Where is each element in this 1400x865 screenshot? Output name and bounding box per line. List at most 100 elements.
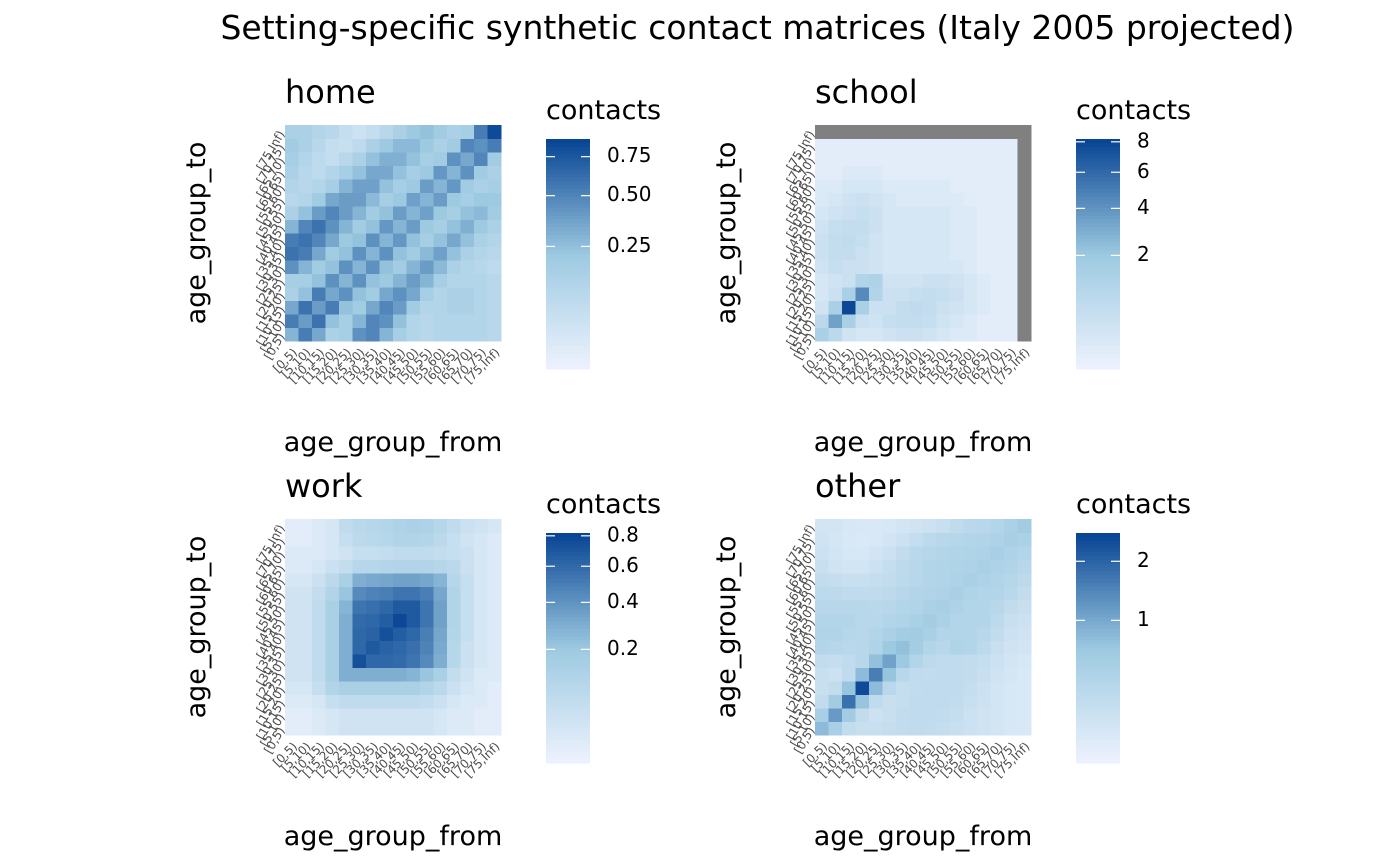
legend-swatch: [1076, 277, 1120, 282]
heatmap-cell: [882, 532, 897, 547]
heatmap-cell: [433, 300, 448, 315]
heatmap-cell: [420, 681, 434, 695]
heatmap-cell: [936, 192, 951, 207]
heatmap-cell: [339, 627, 353, 641]
heatmap-cell: [460, 260, 475, 274]
heatmap-cell: [923, 192, 937, 207]
legend-swatch: [1076, 254, 1120, 259]
heatmap-cell: [393, 138, 407, 153]
heatmap-cell: [882, 721, 897, 736]
heatmap-cell: [1017, 138, 1032, 153]
heatmap-cell: [339, 125, 353, 139]
heatmap-cell: [882, 694, 897, 709]
heatmap-cell: [842, 179, 856, 193]
heatmap-cell: [896, 613, 910, 628]
heatmap-cell: [828, 125, 843, 139]
heatmap-cell: [882, 573, 897, 587]
legend-swatch: [1076, 544, 1120, 549]
legend-swatch: [1076, 717, 1120, 722]
heatmap-cell: [393, 721, 407, 736]
heatmap-cell: [936, 152, 951, 166]
heatmap-cell: [298, 627, 313, 641]
heatmap-cell: [312, 532, 326, 547]
heatmap-cell: [366, 640, 380, 655]
heatmap-cell: [406, 233, 421, 247]
heatmap-cell: [815, 573, 829, 587]
heatmap-cell: [325, 586, 340, 601]
legend-swatch: [546, 284, 590, 290]
heatmap-cell: [815, 219, 829, 234]
heatmap-cell: [977, 559, 991, 574]
legend-swatch: [546, 736, 590, 741]
heatmap-cell: [312, 138, 326, 153]
heatmap-cell: [869, 640, 883, 655]
heatmap-cell: [406, 287, 421, 301]
heatmap-cell: [285, 314, 299, 328]
heatmap-cell: [339, 640, 353, 655]
heatmap-cell: [936, 573, 951, 587]
heatmap-cell: [406, 165, 421, 180]
heatmap-cell: [325, 694, 340, 709]
legend-swatch: [546, 667, 590, 672]
heatmap-cell: [487, 314, 502, 328]
heatmap-cell: [312, 327, 326, 342]
heatmap-cell: [352, 667, 367, 682]
heatmap-cell: [312, 546, 326, 560]
heatmap-cell: [393, 314, 407, 328]
heatmap-cell: [963, 681, 978, 695]
heatmap-cell: [393, 219, 407, 234]
heatmap-cell: [352, 179, 367, 193]
heatmap-cell: [896, 179, 910, 193]
heatmap-cell: [828, 287, 843, 301]
heatmap-cell: [366, 206, 380, 220]
heatmap-cell: [474, 708, 488, 722]
heatmap-cell: [352, 152, 367, 166]
heatmap-cell: [842, 640, 856, 655]
heatmap-cell: [1004, 233, 1018, 247]
heatmap-cell: [950, 559, 964, 574]
heatmap-cell: [936, 233, 951, 247]
legend-swatch: [546, 300, 590, 305]
heatmap-cell: [447, 532, 461, 547]
heatmap-cell: [474, 667, 488, 682]
heatmap-cell: [990, 300, 1005, 315]
heatmap-cell: [325, 600, 340, 614]
heatmap-cell: [977, 613, 991, 628]
heatmap-cell: [406, 586, 421, 601]
heatmap-cell: [1004, 314, 1018, 328]
heatmap-cell: [298, 165, 313, 180]
x-axis-label: age_group_from: [284, 821, 503, 852]
heatmap-cell: [963, 519, 978, 533]
heatmap-cell: [909, 573, 924, 587]
heatmap-cell: [433, 165, 448, 180]
heatmap-cell: [1004, 573, 1018, 587]
heatmap-cell: [420, 300, 434, 315]
heatmap-cell: [815, 559, 829, 574]
heatmap-cell: [963, 573, 978, 587]
heatmap-cell: [460, 586, 475, 601]
legend-swatch: [546, 185, 590, 190]
heatmap-cell: [923, 246, 937, 261]
heatmap-cell: [923, 219, 937, 234]
legend-swatch: [1076, 311, 1120, 316]
heatmap-cell: [909, 219, 924, 234]
heatmap-cell: [1017, 532, 1032, 547]
legend-swatch: [546, 671, 590, 676]
legend-swatch: [1076, 338, 1120, 343]
heatmap-cell: [977, 708, 991, 722]
heatmap-cell: [352, 640, 367, 655]
heatmap-cell: [393, 546, 407, 560]
legend-swatch: [546, 536, 590, 542]
heatmap-cell: [420, 152, 434, 166]
legend-swatch: [546, 544, 590, 549]
heatmap-cell: [950, 125, 964, 139]
heatmap-cell: [855, 138, 870, 153]
y-axis-label: age_group_to: [711, 536, 742, 719]
heatmap-cell: [896, 300, 910, 315]
heatmap-cell: [298, 681, 313, 695]
heatmap-cell: [963, 627, 978, 641]
heatmap-cell: [298, 546, 313, 560]
heatmap-cell: [325, 273, 340, 288]
legend-swatch: [1076, 621, 1120, 626]
heatmap-cell: [990, 519, 1005, 533]
